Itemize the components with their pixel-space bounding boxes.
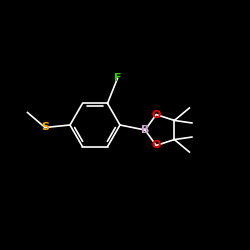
Text: F: F	[114, 73, 121, 83]
Text: B: B	[141, 125, 149, 135]
Text: O: O	[152, 140, 161, 150]
Text: O: O	[152, 110, 161, 120]
Text: S: S	[41, 122, 49, 132]
